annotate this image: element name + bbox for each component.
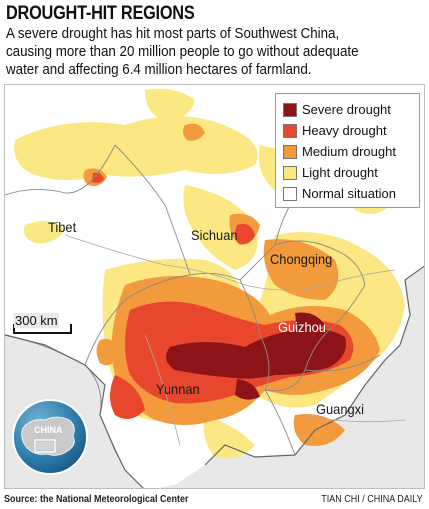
lede-text: A severe drought has hit most parts of S… [6,25,359,78]
scale-label: 300 km [14,313,59,328]
scale-bar [13,324,72,334]
legend-item-heavy: Heavy drought [283,120,419,141]
legend-swatch-severe [283,102,297,117]
headline: DROUGHT-HIT REGIONS [6,3,195,24]
international-border [5,265,424,488]
legend-swatch-normal [283,186,297,201]
legend-label-heavy: Heavy drought [302,123,387,138]
legend-swatch-heavy [283,123,297,138]
legend-swatch-medium [283,144,297,159]
inset-globe: CHINA [12,399,88,475]
drought-map: Tibet Sichuan Chongqing Guizhou Yunnan G… [4,84,425,489]
credit-line: TIAN CHI / CHINA DAILY [321,494,423,505]
legend-item-light: Light drought [283,162,419,183]
inset-highlight-box [34,439,56,453]
map-legend: Severe drought Heavy drought Medium drou… [275,93,420,208]
place-tibet: Tibet [48,219,77,235]
legend-item-medium: Medium drought [283,141,419,162]
legend-label-severe: Severe drought [302,102,391,117]
legend-label-light: Light drought [302,165,378,180]
place-yunnan: Yunnan [156,381,200,397]
inset-label: CHINA [34,425,63,435]
place-chongqing: Chongqing [270,251,333,267]
legend-item-normal: Normal situation [283,183,419,204]
legend-label-normal: Normal situation [302,186,396,201]
legend-label-medium: Medium drought [302,144,396,159]
place-sichuan: Sichuan [191,227,238,243]
place-guizhou: Guizhou [278,319,326,335]
severe-drought-zones [166,312,346,400]
rivers [64,234,406,446]
legend-item-severe: Severe drought [283,99,419,120]
source-note: Source: the National Meteorological Cent… [4,494,189,505]
place-guangxi: Guangxi [316,401,364,417]
legend-swatch-light [283,165,297,180]
